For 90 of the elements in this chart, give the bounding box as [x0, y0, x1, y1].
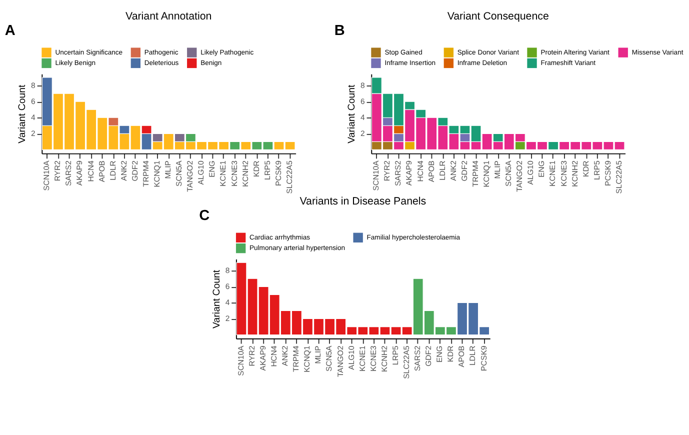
- x-tick-label: MLIP: [164, 160, 173, 179]
- x-tick-label: KDR: [581, 160, 590, 177]
- x-tick-label: PCSK9: [274, 160, 283, 186]
- x-tick-label: LRP5: [262, 160, 272, 180]
- x-tick-label: TRPM4: [292, 345, 301, 372]
- x-tick-label: ALG10: [526, 160, 536, 185]
- x-tick-label: LDLR: [108, 160, 118, 180]
- x-tick-label: APOB: [426, 160, 436, 182]
- x-tick-label: SCN5A: [324, 344, 334, 372]
- x-tick-label: SCN5A: [504, 160, 514, 186]
- x-tick-label: KCNE1: [548, 160, 558, 186]
- x-tick-label: TANGO2: [336, 346, 345, 377]
- y-axis-title: Variant Count: [346, 84, 358, 144]
- x-tick-label: LDLR: [438, 160, 447, 180]
- x-tick-label: HCN4: [86, 160, 96, 182]
- x-tick-label: SCN10A: [42, 160, 52, 191]
- x-tick-label: HCN4: [416, 160, 425, 182]
- x-tick-label: SARS2: [64, 160, 74, 186]
- x-tick-label: KCNE3: [368, 346, 378, 372]
- x-tick-label: TRPM4: [470, 160, 480, 187]
- chart-title: Variants in Disease Panels: [300, 196, 426, 208]
- x-tick-label: SCN10A: [372, 160, 381, 191]
- x-tick-label: RYR2: [53, 160, 62, 182]
- x-tick-label: TANGO2: [186, 160, 195, 192]
- x-tick-label: LDLR: [468, 345, 478, 366]
- y-tick-label: 6: [225, 282, 230, 292]
- x-tick-label: RYR2: [247, 346, 256, 366]
- x-tick-label: AKAP9: [258, 346, 268, 371]
- x-tick-label: KDR: [252, 160, 261, 177]
- x-tick-label: SCN10A: [236, 344, 246, 376]
- x-tick-label: GDF2: [130, 160, 140, 182]
- x-tick-label: ALG10: [346, 346, 356, 370]
- x-tick-label: ENG: [435, 346, 444, 362]
- x-tick-label: LRP5: [390, 346, 400, 366]
- y-axis-title: Variant Count: [17, 84, 28, 144]
- y-tick-label: 6: [360, 96, 365, 106]
- x-tick-label: KCNH2: [570, 160, 580, 187]
- y-tick-label: 4: [31, 113, 36, 122]
- x-tick-label: HCN4: [270, 345, 279, 367]
- x-tick-label: KCNH2: [380, 346, 389, 372]
- x-tick-label: TRPM4: [141, 160, 150, 187]
- x-tick-label: SCN5A: [174, 160, 184, 186]
- x-tick-label: ENG: [208, 160, 217, 178]
- x-tick-label: ENG: [537, 160, 546, 178]
- x-tick-label: KCNH2: [240, 160, 250, 187]
- x-tick-label: MLIP: [493, 160, 502, 179]
- x-tick-label: KCNE3: [559, 160, 568, 186]
- x-tick-label: GDF2: [424, 346, 434, 366]
- x-tick-label: ANK2: [448, 160, 458, 181]
- text: A: [4, 23, 16, 40]
- x-tick-label: SLC22A5: [402, 346, 412, 379]
- text: B: [334, 23, 345, 40]
- x-tick-label: PCSK9: [603, 160, 612, 186]
- x-tick-label: ANK2: [119, 160, 128, 181]
- x-tick-label: MLIP: [314, 346, 323, 364]
- x-tick-label: AKAP9: [404, 160, 414, 186]
- y-tick-label: 4: [360, 113, 366, 122]
- x-tick-label: APOB: [457, 346, 466, 368]
- y-tick-label: 2: [360, 129, 365, 138]
- y-tick-label: 2: [225, 314, 230, 324]
- y-tick-label: 8: [31, 80, 36, 90]
- x-tick-label: TANGO2: [515, 160, 524, 192]
- x-tick-label: PCSK9: [479, 346, 488, 372]
- x-tick-label: GDF2: [460, 160, 469, 182]
- x-tick-label: SARS2: [394, 160, 403, 186]
- x-tick-label: ANK2: [280, 346, 290, 366]
- x-tick-label: APOB: [97, 160, 106, 182]
- x-tick-label: KCNE3: [230, 160, 239, 186]
- chart-title: Variant Consequence: [447, 10, 549, 23]
- x-tick-label: ALG10: [196, 160, 206, 185]
- y-tick-label: 6: [31, 96, 36, 106]
- x-tick-label: KCNQ1: [482, 160, 491, 188]
- x-tick-label: LRP5: [592, 160, 602, 180]
- x-tick-label: SLC22A5: [614, 160, 624, 194]
- y-tick-label: 8: [225, 266, 230, 276]
- chart-title: Variant Annotation: [126, 10, 212, 23]
- x-tick-label: KCNQ1: [152, 160, 162, 188]
- x-tick-label: AKAP9: [75, 160, 84, 186]
- x-tick-label: KCNQ1: [302, 346, 312, 372]
- x-tick-label: SLC22A5: [284, 160, 294, 194]
- y-tick-label: 8: [360, 80, 365, 90]
- x-tick-label: SARS2: [413, 346, 422, 372]
- x-tick-label: RYR2: [382, 160, 392, 182]
- text: C: [199, 208, 210, 224]
- y-tick-label: 2: [31, 129, 36, 138]
- y-axis-title: Variant Count: [212, 270, 223, 328]
- x-tick-label: KDR: [446, 345, 456, 362]
- x-tick-label: KCNE1: [358, 346, 367, 372]
- x-tick-label: KCNE1: [218, 160, 228, 186]
- y-tick-label: 4: [225, 298, 230, 308]
